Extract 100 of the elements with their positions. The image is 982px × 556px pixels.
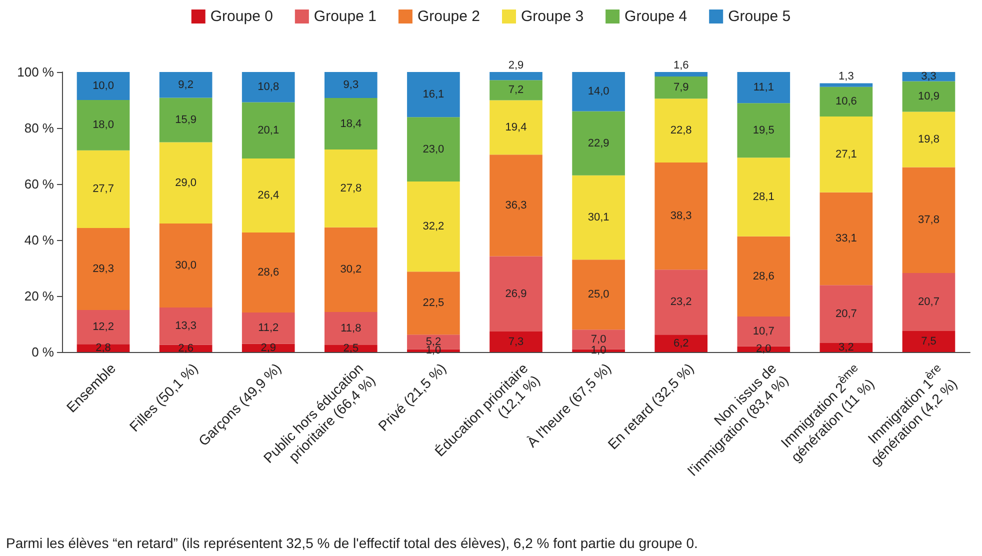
data-label: 27,7 bbox=[92, 183, 114, 196]
data-label: 10,0 bbox=[92, 80, 114, 92]
bar bbox=[654, 270, 708, 335]
data-label: 3,2 bbox=[838, 342, 854, 354]
data-label: 6,2 bbox=[673, 337, 689, 350]
data-label: 19,4 bbox=[505, 121, 527, 134]
bar bbox=[902, 112, 956, 168]
data-label: 38,3 bbox=[670, 210, 692, 222]
data-label: 2,6 bbox=[178, 342, 194, 354]
data-label: 11,2 bbox=[258, 322, 279, 334]
data-label: 9,2 bbox=[178, 78, 194, 91]
bar bbox=[820, 86, 873, 117]
bar bbox=[654, 162, 708, 270]
legend-label: Groupe 2 bbox=[417, 8, 480, 25]
bar bbox=[76, 100, 130, 150]
bar bbox=[159, 344, 212, 352]
bar bbox=[490, 154, 542, 256]
data-label: 29,3 bbox=[92, 262, 114, 275]
bar bbox=[820, 83, 873, 87]
bar bbox=[159, 72, 212, 98]
bar bbox=[490, 72, 542, 80]
bar bbox=[820, 116, 873, 192]
bar bbox=[324, 72, 378, 98]
y-tick-label: 100 % bbox=[17, 64, 54, 80]
data-label: 26,4 bbox=[258, 189, 280, 202]
data-label: 30,2 bbox=[340, 264, 362, 276]
data-label: 7,9 bbox=[673, 82, 689, 94]
bar bbox=[242, 232, 295, 313]
data-label: 15,9 bbox=[175, 114, 197, 126]
bar bbox=[490, 80, 542, 100]
bar bbox=[654, 98, 708, 162]
bar bbox=[572, 72, 625, 112]
data-label: 12,2 bbox=[92, 321, 114, 334]
bar bbox=[572, 175, 625, 260]
bar bbox=[324, 227, 378, 312]
data-label: 9,3 bbox=[343, 79, 359, 92]
data-label: 5,2 bbox=[426, 336, 442, 348]
legend-label: Groupe 3 bbox=[521, 8, 584, 25]
data-label: 20,7 bbox=[835, 308, 857, 320]
data-label: 10,6 bbox=[835, 96, 857, 108]
data-label: 19,5 bbox=[752, 124, 774, 136]
bar bbox=[737, 103, 790, 158]
data-label: 30,1 bbox=[588, 211, 610, 224]
bar bbox=[324, 312, 378, 345]
data-label: 37,8 bbox=[918, 214, 940, 226]
y-tick-label: 80 % bbox=[24, 120, 54, 136]
data-label: 3,3 bbox=[921, 70, 936, 83]
bar bbox=[242, 72, 295, 102]
bar bbox=[490, 256, 542, 332]
bar bbox=[242, 102, 295, 159]
data-label: 25,0 bbox=[588, 288, 610, 301]
data-label: 7,3 bbox=[508, 336, 524, 348]
bar bbox=[242, 312, 295, 344]
bar bbox=[902, 273, 956, 331]
legend-label: Groupe 1 bbox=[314, 8, 376, 25]
data-label: 7,5 bbox=[921, 336, 936, 348]
data-label: 14,0 bbox=[588, 86, 610, 98]
data-label: 10,7 bbox=[752, 325, 774, 338]
data-label: 20,1 bbox=[258, 124, 280, 136]
bar bbox=[654, 334, 708, 352]
legend-label: Groupe 0 bbox=[210, 8, 273, 25]
bar bbox=[159, 142, 212, 224]
legend-label: Groupe 4 bbox=[624, 8, 688, 25]
bar bbox=[324, 150, 378, 228]
data-label: 10,9 bbox=[918, 90, 940, 102]
data-label: 11,8 bbox=[340, 322, 362, 334]
bar bbox=[407, 72, 460, 118]
bar bbox=[242, 158, 295, 232]
data-label: 28,1 bbox=[752, 191, 774, 204]
data-label: 19,8 bbox=[918, 133, 940, 146]
y-tick-label: 40 % bbox=[24, 232, 54, 248]
data-label: 28,6 bbox=[752, 270, 774, 282]
y-tick-label: 20 % bbox=[24, 288, 54, 304]
legend-label: Groupe 5 bbox=[728, 8, 791, 25]
bar bbox=[572, 260, 625, 330]
bar bbox=[407, 272, 460, 335]
data-label: 2,8 bbox=[96, 342, 111, 354]
data-label: 28,6 bbox=[258, 266, 280, 278]
bar bbox=[572, 111, 625, 176]
bar bbox=[820, 285, 873, 344]
data-label: 11,1 bbox=[753, 82, 774, 94]
data-label: 7,2 bbox=[508, 84, 524, 96]
y-tick-label: 60 % bbox=[24, 176, 54, 192]
text: Parmi les élèves “en retard” (ils représentent 32,5 % de l'effectif total des élèves), 6,2 % font partie du groupe 0. bbox=[6, 535, 698, 551]
bar bbox=[654, 76, 708, 99]
data-label: 22,9 bbox=[588, 137, 610, 150]
data-label: 33,1 bbox=[835, 232, 857, 245]
data-label: 2,5 bbox=[343, 342, 359, 354]
bar bbox=[902, 81, 956, 112]
bar bbox=[324, 98, 378, 150]
bar bbox=[76, 228, 130, 310]
bar bbox=[737, 236, 790, 316]
bar bbox=[490, 100, 542, 155]
bar bbox=[407, 117, 460, 182]
bar bbox=[76, 150, 130, 228]
data-label: 1,6 bbox=[673, 60, 689, 72]
data-label: 36,3 bbox=[505, 199, 527, 212]
data-label: 23,2 bbox=[670, 296, 692, 308]
data-label: 10,8 bbox=[258, 81, 280, 94]
data-label: 22,5 bbox=[422, 297, 444, 310]
